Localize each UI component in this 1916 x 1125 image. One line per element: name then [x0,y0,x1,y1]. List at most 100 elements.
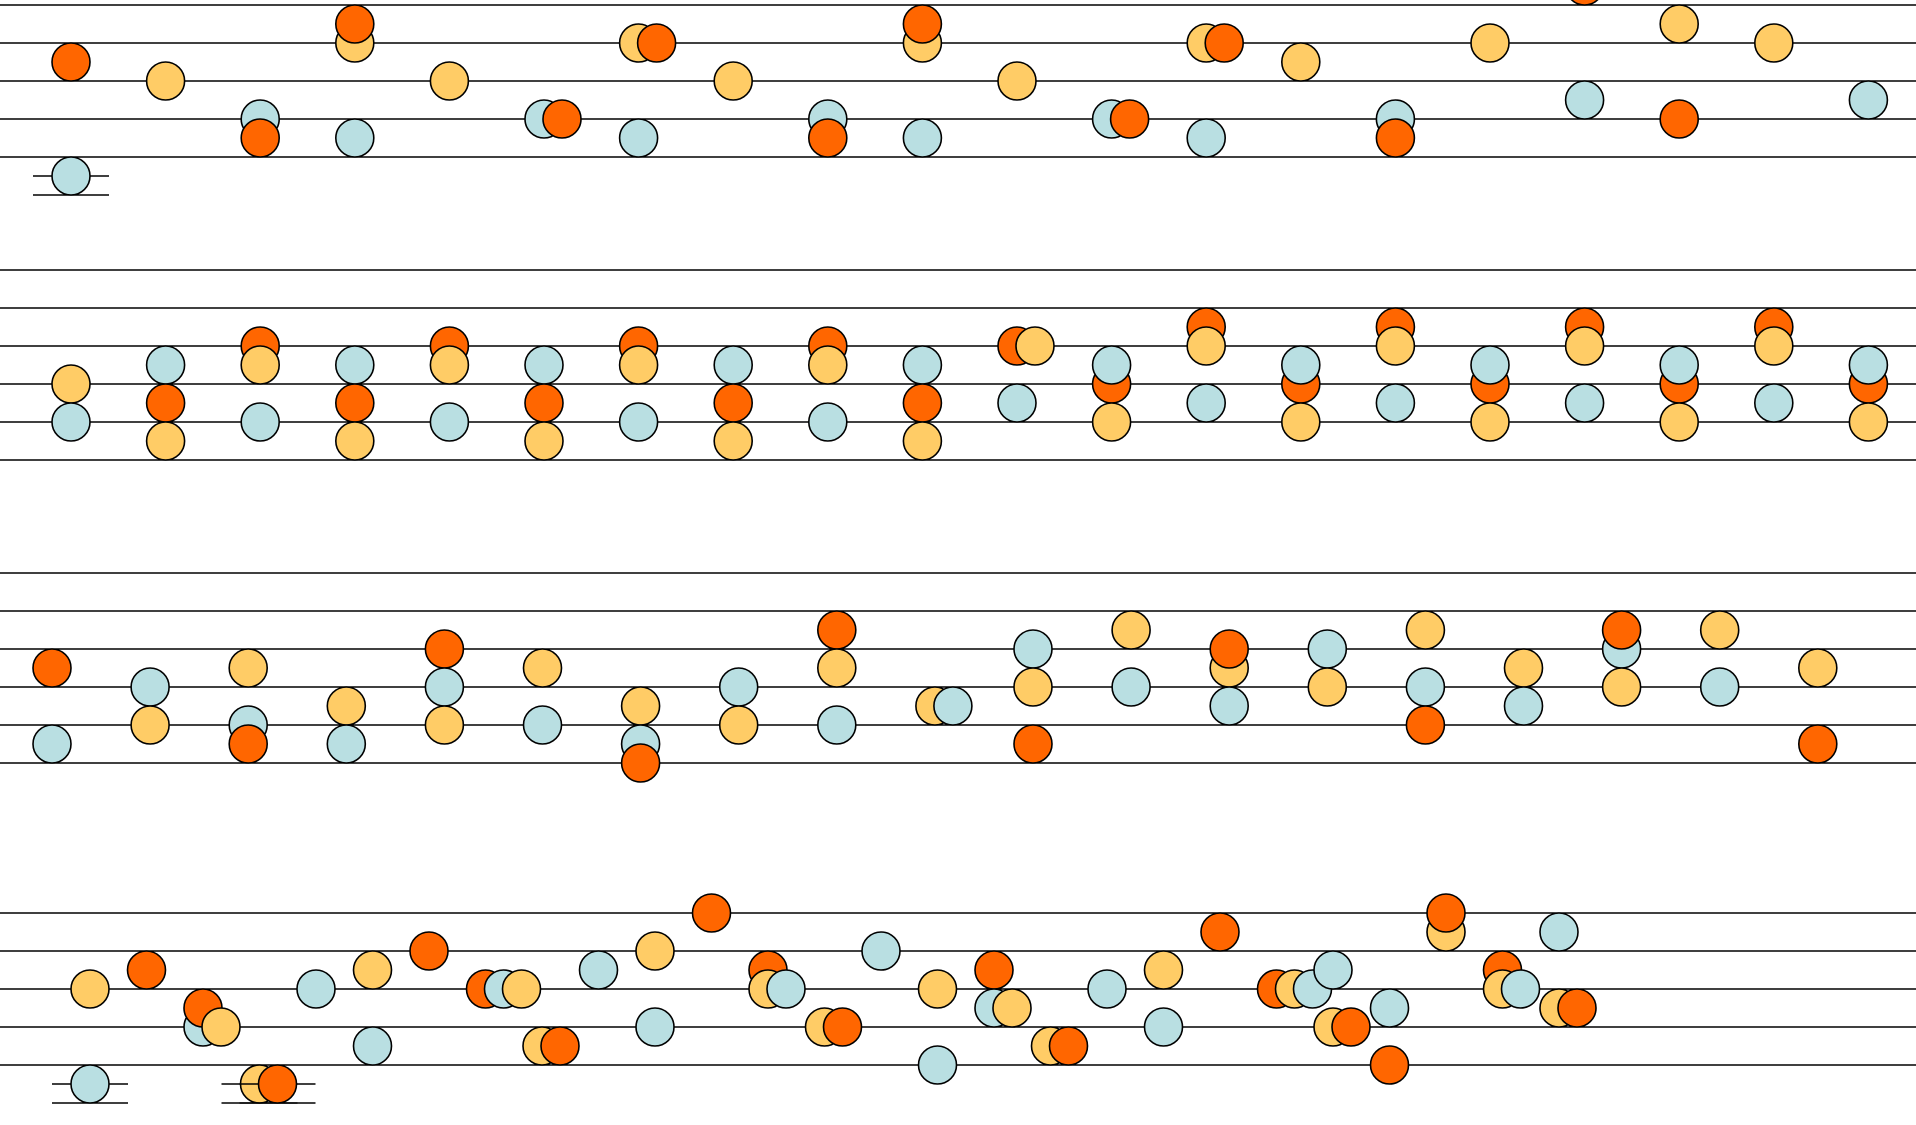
note-head [997,61,1037,101]
system-3 [0,572,1916,783]
note-head [334,421,375,461]
note-head [1426,893,1466,933]
note-head [334,383,375,423]
note-head [334,118,375,158]
note-head [257,1064,298,1104]
note-head [145,61,186,101]
system-1 [0,0,1916,196]
note-head [974,950,1014,990]
note-head [1564,326,1605,366]
note-head [807,402,848,442]
note-head [635,1007,675,1047]
note-head [1503,648,1544,688]
note-head [635,931,675,971]
note-head [1470,345,1510,385]
note-head [1601,610,1642,650]
note-head [1659,402,1699,442]
note-head [713,345,754,385]
note-head [240,345,281,385]
note-head [228,724,268,764]
note-head [524,383,564,423]
note-head [51,42,91,82]
note-head [145,345,186,385]
note-head [51,156,91,196]
note-head [1331,1007,1371,1047]
note-head [540,1026,580,1066]
note-head [424,705,465,745]
note-head [524,421,564,461]
note-head [1798,724,1838,764]
note-head [902,421,943,461]
note-head [1564,383,1605,423]
note-head [1307,629,1348,669]
note-head [1754,383,1794,423]
note-head [1307,667,1348,707]
note-head [1209,629,1249,669]
note-head [51,364,91,404]
note-head [1013,724,1053,764]
note-head [240,118,281,158]
note-head [618,118,659,158]
note-head [424,629,465,669]
note-head [933,686,973,726]
note-head [1091,345,1132,385]
note-head [807,118,848,158]
note-head [501,969,542,1009]
note-head [201,1007,241,1047]
note-head [713,383,754,423]
note-head [1013,629,1053,669]
note-head [1470,23,1510,63]
note-head [713,61,754,101]
note-head [1848,402,1889,442]
note-head [902,345,943,385]
note-head [1087,969,1127,1009]
note-head [352,1026,393,1066]
note-head [691,893,732,933]
note-head [326,724,367,764]
note-head [1369,988,1410,1028]
note-head [902,383,943,423]
note-head [718,667,759,707]
note-head [409,931,449,971]
note-head [130,705,170,745]
note-head [1503,686,1544,726]
note-head [1564,80,1605,120]
note-head [1013,667,1053,707]
note-head [1281,42,1321,82]
note-head [620,743,661,783]
note-head [1659,345,1699,385]
note-head [1091,402,1132,442]
note-head [1699,667,1740,707]
note-head [522,705,563,745]
note-head [1405,705,1446,745]
note-head [713,421,754,461]
note-head [1369,1045,1410,1085]
note-head [51,402,91,442]
note-head [1539,912,1579,952]
note-head [1848,345,1889,385]
note-head [32,648,72,688]
note-head [1281,345,1321,385]
note-head [334,4,375,44]
note-head [1186,118,1226,158]
note-head [1570,0,1599,6]
note-head [807,345,848,385]
note-head [1557,988,1597,1028]
note-head [1015,326,1055,366]
note-head [1281,402,1321,442]
note-head [1375,118,1416,158]
note-head [822,1007,863,1047]
note-head [620,686,661,726]
note-head [1500,969,1541,1009]
note-head [70,1064,110,1104]
note-head [352,950,393,990]
note-head [902,4,943,44]
note-head [1659,4,1699,44]
note-head [917,969,958,1009]
note-head [618,345,659,385]
note-head [32,724,72,764]
note-head [126,950,167,990]
note-head [917,1045,958,1085]
note-head [1313,950,1353,990]
